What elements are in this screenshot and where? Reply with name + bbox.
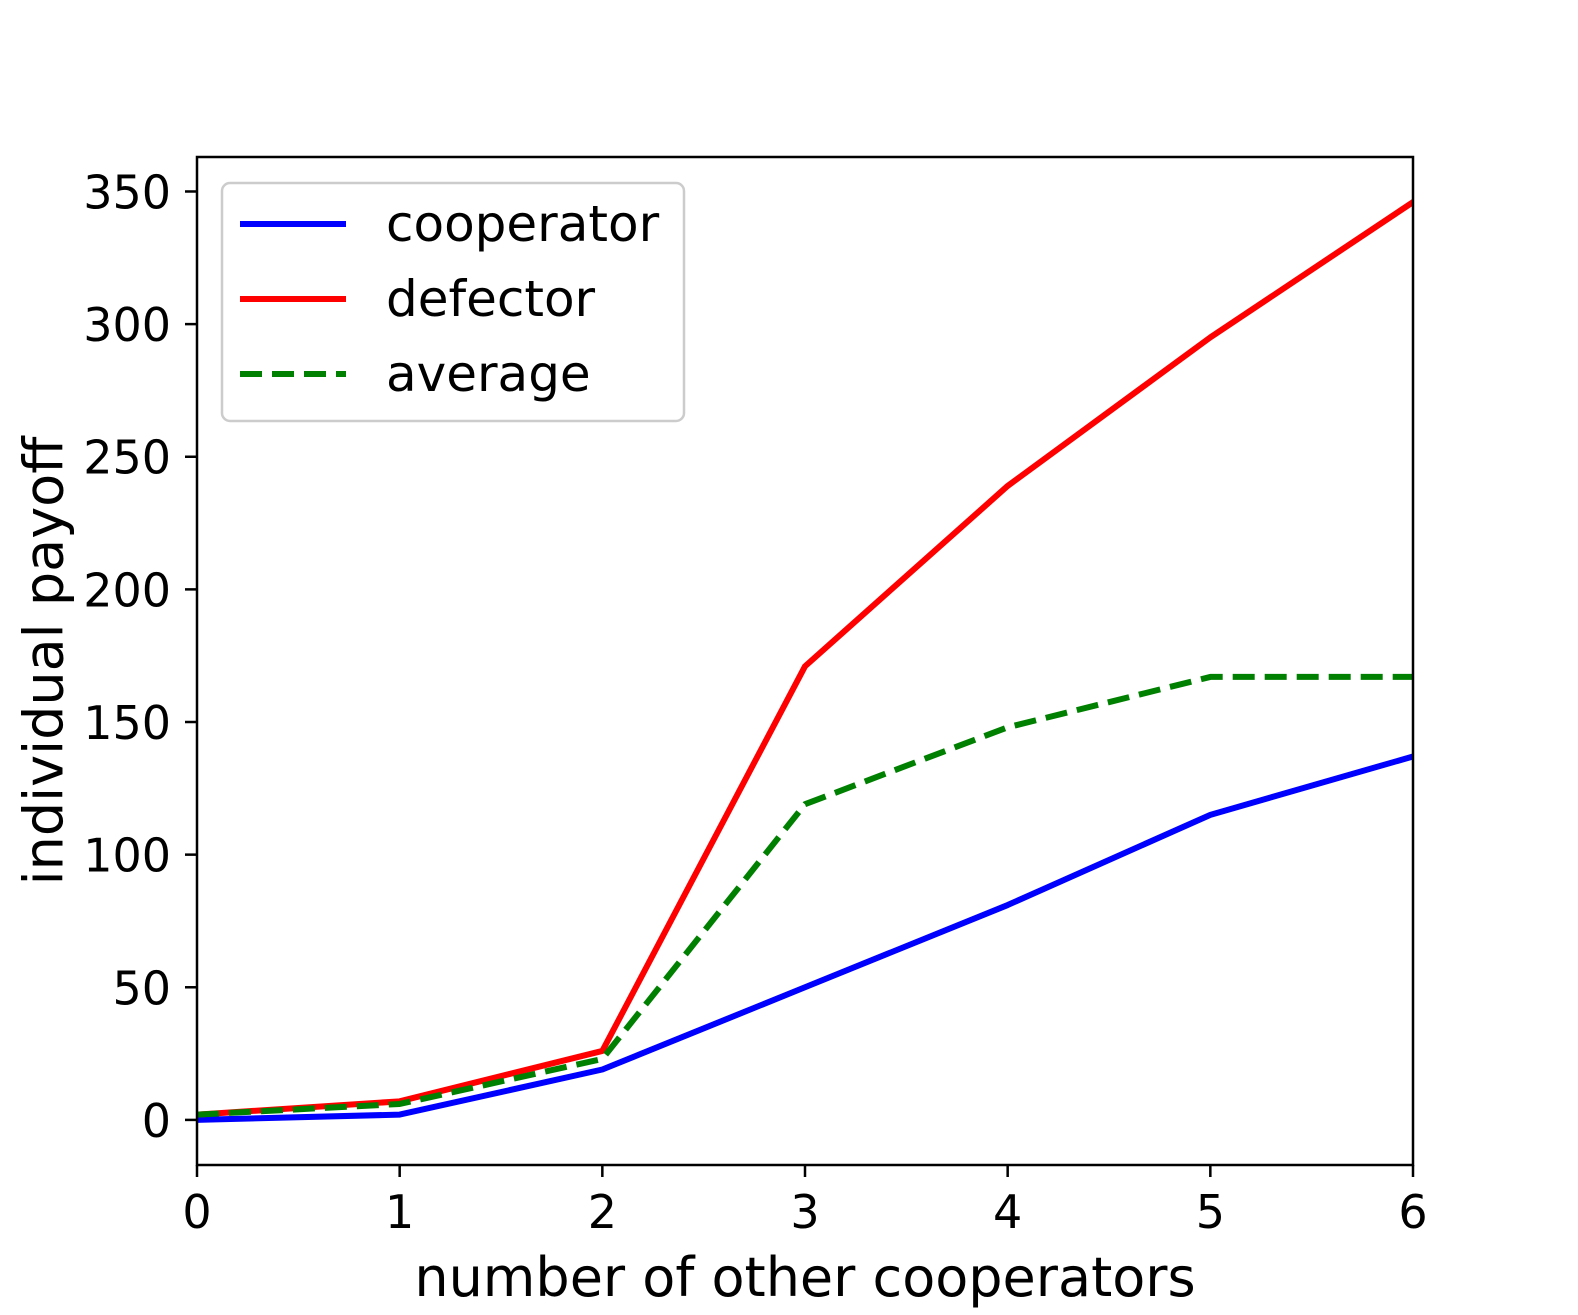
- x-axis: 0 1 2 3 4 5 6: [182, 1165, 1428, 1239]
- legend-label-defector: defector: [386, 270, 596, 328]
- x-axis-label: number of other cooperators: [414, 1246, 1195, 1309]
- x-tick-label: 0: [182, 1185, 211, 1239]
- x-tick-label: 5: [1196, 1185, 1225, 1239]
- y-tick-label: 0: [142, 1094, 171, 1148]
- x-tick-label: 1: [385, 1185, 414, 1239]
- x-tick-label: 3: [790, 1185, 819, 1239]
- y-tick-label: 200: [83, 563, 171, 617]
- plot-lines: [197, 198, 1413, 1123]
- y-tick-label: 150: [83, 696, 171, 750]
- legend-label-cooperator: cooperator: [386, 195, 660, 253]
- y-tick-label: 350: [83, 165, 171, 219]
- series-line-average: [197, 673, 1413, 1118]
- y-tick-label: 300: [83, 298, 171, 352]
- y-tick-label: 50: [112, 961, 171, 1015]
- y-axis: 0 50 100 150 200 250 300 350: [83, 165, 197, 1148]
- y-tick-label: 250: [83, 431, 171, 485]
- x-tick-label: 4: [993, 1185, 1022, 1239]
- legend: cooperator defector average: [220, 181, 686, 423]
- y-axis-label: individual payoff: [13, 435, 76, 886]
- legend-box: [220, 181, 686, 423]
- x-tick-label: 6: [1398, 1185, 1427, 1239]
- legend-label-average: average: [386, 345, 591, 403]
- x-tick-label: 2: [588, 1185, 617, 1239]
- y-tick-label: 100: [83, 829, 171, 883]
- series-line-cooperator: [197, 753, 1413, 1123]
